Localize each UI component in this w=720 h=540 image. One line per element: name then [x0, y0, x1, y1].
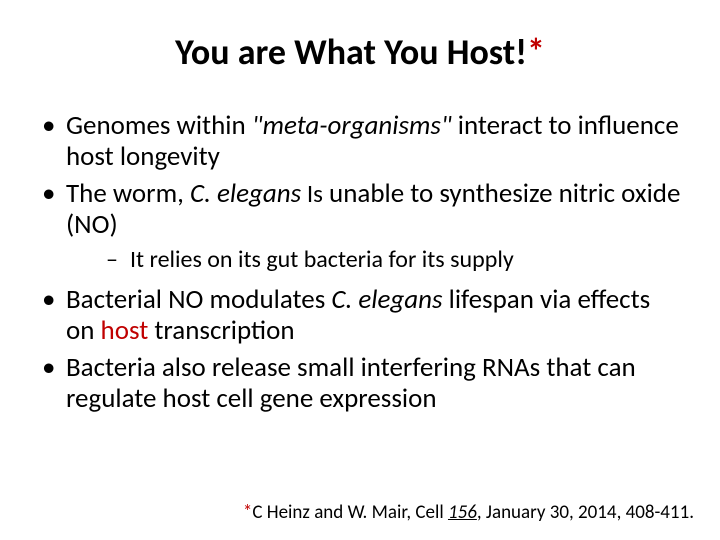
- highlight-word: host: [101, 314, 149, 347]
- bullet-text: Is: [301, 178, 323, 209]
- list-item: Bacterial NO modulates C. elegans lifesp…: [36, 284, 684, 346]
- species-name: C. elegans: [331, 283, 442, 316]
- footnote-text: C Heinz and W. Mair, Cell: [252, 501, 448, 524]
- bullet-text: Genomes within: [66, 109, 252, 142]
- footnote-asterisk: *: [243, 501, 252, 524]
- footnote-citation: *C Heinz and W. Mair, Cell 156, January …: [243, 501, 694, 524]
- slide-title: You are What You Host!*: [36, 30, 684, 74]
- footnote-text: , January 30, 2014, 408-411.: [477, 501, 694, 524]
- sub-text: It relies on its gut bacteria for its su…: [130, 245, 514, 274]
- list-item: The worm, C. elegans Is unable to synthe…: [36, 178, 684, 274]
- sub-list-item: It relies on its gut bacteria for its su…: [66, 246, 684, 274]
- title-asterisk: *: [527, 30, 545, 74]
- bullet-text: Bacterial NO modulates: [66, 283, 331, 316]
- sub-list: It relies on its gut bacteria for its su…: [66, 246, 684, 274]
- bullet-list: Genomes within "meta-organisms" interact…: [36, 110, 684, 414]
- bullet-text: Bacteria also release small interfering …: [66, 351, 636, 415]
- species-name: C. elegans: [190, 177, 301, 210]
- list-item: Genomes within "meta-organisms" interact…: [36, 110, 684, 172]
- bullet-text: transcription: [148, 314, 294, 347]
- bullet-text: The worm,: [66, 177, 190, 210]
- title-text: You are What You Host!: [175, 30, 527, 74]
- list-item: Bacteria also release small interfering …: [36, 352, 684, 414]
- footnote-volume: 156: [448, 501, 477, 524]
- bullet-quote: "meta-organisms": [252, 109, 452, 142]
